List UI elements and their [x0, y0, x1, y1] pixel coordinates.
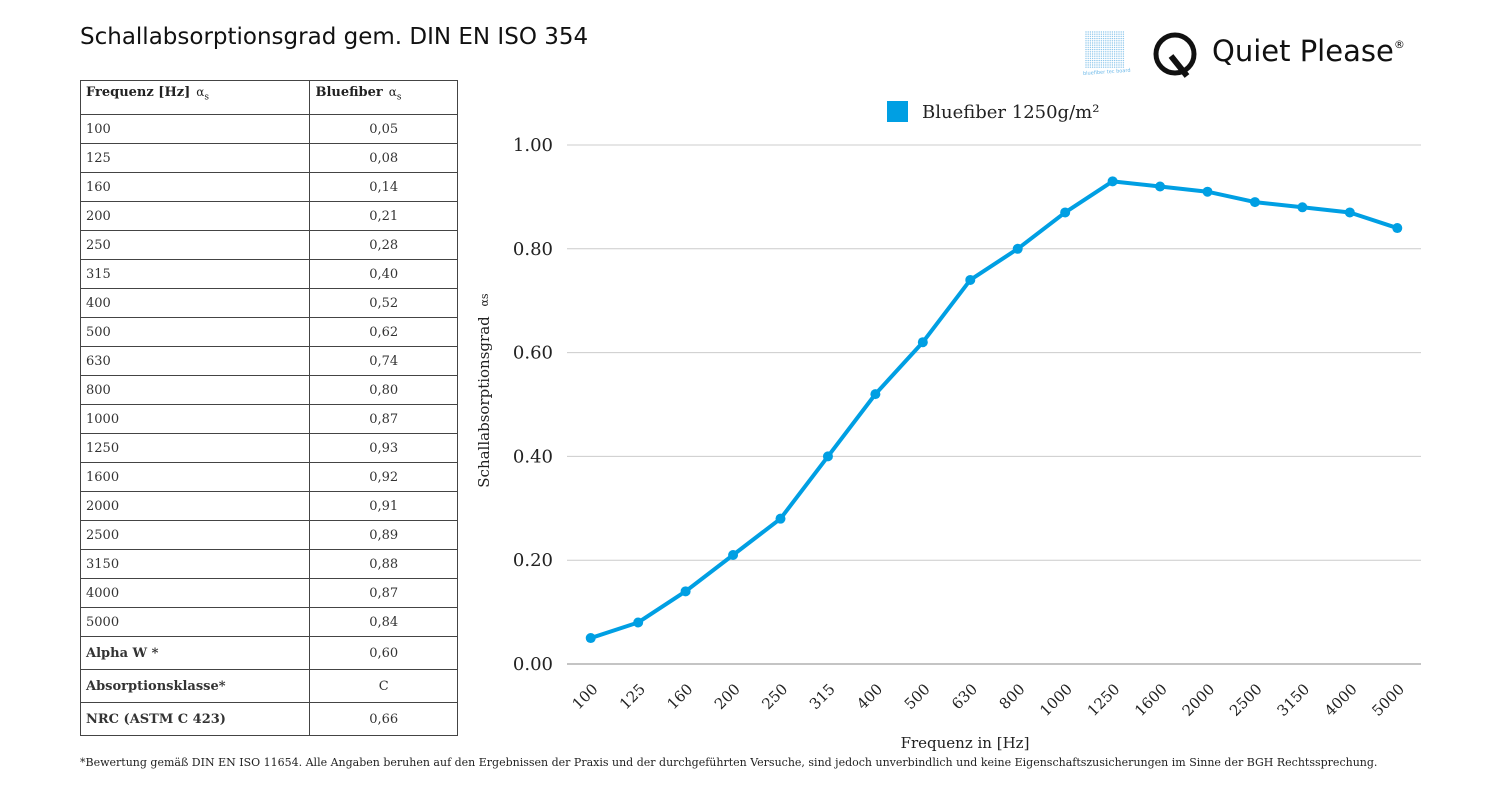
x-tick-label: 125: [616, 680, 649, 713]
data-point: [680, 586, 691, 597]
data-point: [965, 274, 976, 285]
page-title: Schallabsorptionsgrad gem. DIN EN ISO 35…: [80, 24, 589, 50]
footnote: *Bewertung gemäß DIN EN ISO 11654. Alle …: [80, 756, 1378, 769]
x-tick-label: 400: [853, 680, 886, 713]
x-tick-label: 160: [663, 680, 696, 713]
value-cell: 0,92: [309, 462, 458, 492]
data-point: [1202, 186, 1213, 197]
y-tick-label: 0.20: [513, 550, 553, 571]
data-point: [870, 389, 881, 400]
data-point: [1060, 207, 1071, 218]
summary-value: 0,60: [309, 636, 458, 670]
table-row: 5000 0,84: [79, 607, 458, 637]
table-row: 250 0,28: [79, 230, 458, 260]
frequency-cell: 400: [79, 288, 311, 318]
y-tick-label: 0.60: [513, 343, 553, 364]
y-tick-label: 1.00: [513, 135, 553, 156]
data-point: [775, 513, 786, 524]
x-tick-label: 4000: [1321, 680, 1361, 720]
value-cell: 0,88: [309, 549, 458, 579]
data-point: [1012, 243, 1023, 254]
data-point: [585, 633, 596, 644]
summary-row: Absorptionsklasse* C: [79, 669, 458, 703]
y-axis-label: Schallabsorptionsgrad: [475, 316, 493, 488]
data-point: [633, 617, 644, 628]
series-line: [590, 179, 1398, 640]
table-row: 630 0,74: [79, 346, 458, 376]
frequency-cell: 200: [79, 201, 311, 231]
y-tick-label: 0.00: [513, 654, 553, 675]
value-cell: 0,87: [309, 404, 458, 434]
table-row: 2500 0,89: [79, 520, 458, 550]
data-point: [917, 337, 928, 348]
bluefiber-dots-icon: [1085, 31, 1125, 68]
data-point: [1155, 181, 1166, 192]
value-cell: 0,93: [309, 433, 458, 463]
quiet-please-q-icon: [1153, 32, 1197, 78]
data-point: [728, 550, 739, 561]
summary-label: Absorptionsklasse*: [79, 669, 311, 703]
brand-name: Quiet Please®: [1212, 34, 1405, 68]
summary-value: 0,66: [309, 702, 458, 736]
value-cell: 0,84: [309, 607, 458, 637]
table-row: 125 0,08: [79, 143, 458, 173]
value-cell: 0,74: [309, 346, 458, 376]
x-tick-label: 1600: [1131, 680, 1171, 720]
table-row: 500 0,62: [79, 317, 458, 347]
data-point: [1344, 207, 1355, 218]
table-row: 3150 0,88: [79, 549, 458, 579]
data-point: [1297, 202, 1308, 213]
x-tick-label: 100: [569, 680, 602, 713]
frequency-cell: 630: [79, 346, 311, 376]
frequency-cell: 500: [79, 317, 311, 347]
x-tick-label: 2000: [1179, 680, 1219, 720]
table-row: 100 0,05: [79, 114, 458, 144]
table-row: 1000 0,87: [79, 404, 458, 434]
x-tick-label: 630: [948, 680, 981, 713]
data-point: [822, 451, 833, 462]
frequency-cell: 5000: [79, 607, 311, 637]
x-tick-label: 200: [711, 680, 744, 713]
data-point: [1249, 197, 1260, 208]
x-tick-label: 1250: [1084, 680, 1124, 720]
summary-label: NRC (ASTM C 423): [79, 702, 311, 736]
x-tick-label: 3150: [1273, 680, 1313, 720]
value-cell: 0,14: [309, 172, 458, 202]
x-tick-label: 500: [901, 680, 934, 713]
x-tick-label: 2500: [1226, 680, 1266, 720]
summary-row: NRC (ASTM C 423) 0,66: [79, 702, 458, 736]
header-bluefiber: Bluefiber αs: [309, 80, 458, 115]
frequency-cell: 2500: [79, 520, 311, 550]
bluefiber-logo: [1085, 31, 1197, 78]
data-point: [1392, 223, 1403, 234]
x-tick-label: 250: [758, 680, 791, 713]
table-row: 160 0,14: [79, 172, 458, 202]
y-tick-label: 0.40: [513, 446, 553, 467]
legend-swatch: [887, 101, 908, 122]
frequency-cell: 125: [79, 143, 311, 173]
table-row: 1600 0,92: [79, 462, 458, 492]
frequency-cell: 800: [79, 375, 311, 405]
table-row: 800 0,80: [79, 375, 458, 405]
x-tick-label: 315: [806, 680, 839, 713]
frequency-cell: 250: [79, 230, 311, 260]
value-cell: 0,91: [309, 491, 458, 521]
data-point: [1107, 176, 1118, 187]
data-table: Frequenz [Hz] αs Bluefiber αs 100 0,05 125 0,…: [79, 80, 458, 736]
y-tick-label: 0.80: [513, 239, 553, 260]
legend-label: Bluefiber 1250g/m²: [922, 102, 1099, 123]
x-axis-label: Frequenz in [Hz]: [901, 734, 1030, 752]
x-tick-label: 800: [996, 680, 1029, 713]
x-tick-label: 5000: [1368, 680, 1408, 720]
y-axis-symbol: αs: [478, 293, 491, 306]
x-tick-label: 1000: [1036, 680, 1076, 720]
